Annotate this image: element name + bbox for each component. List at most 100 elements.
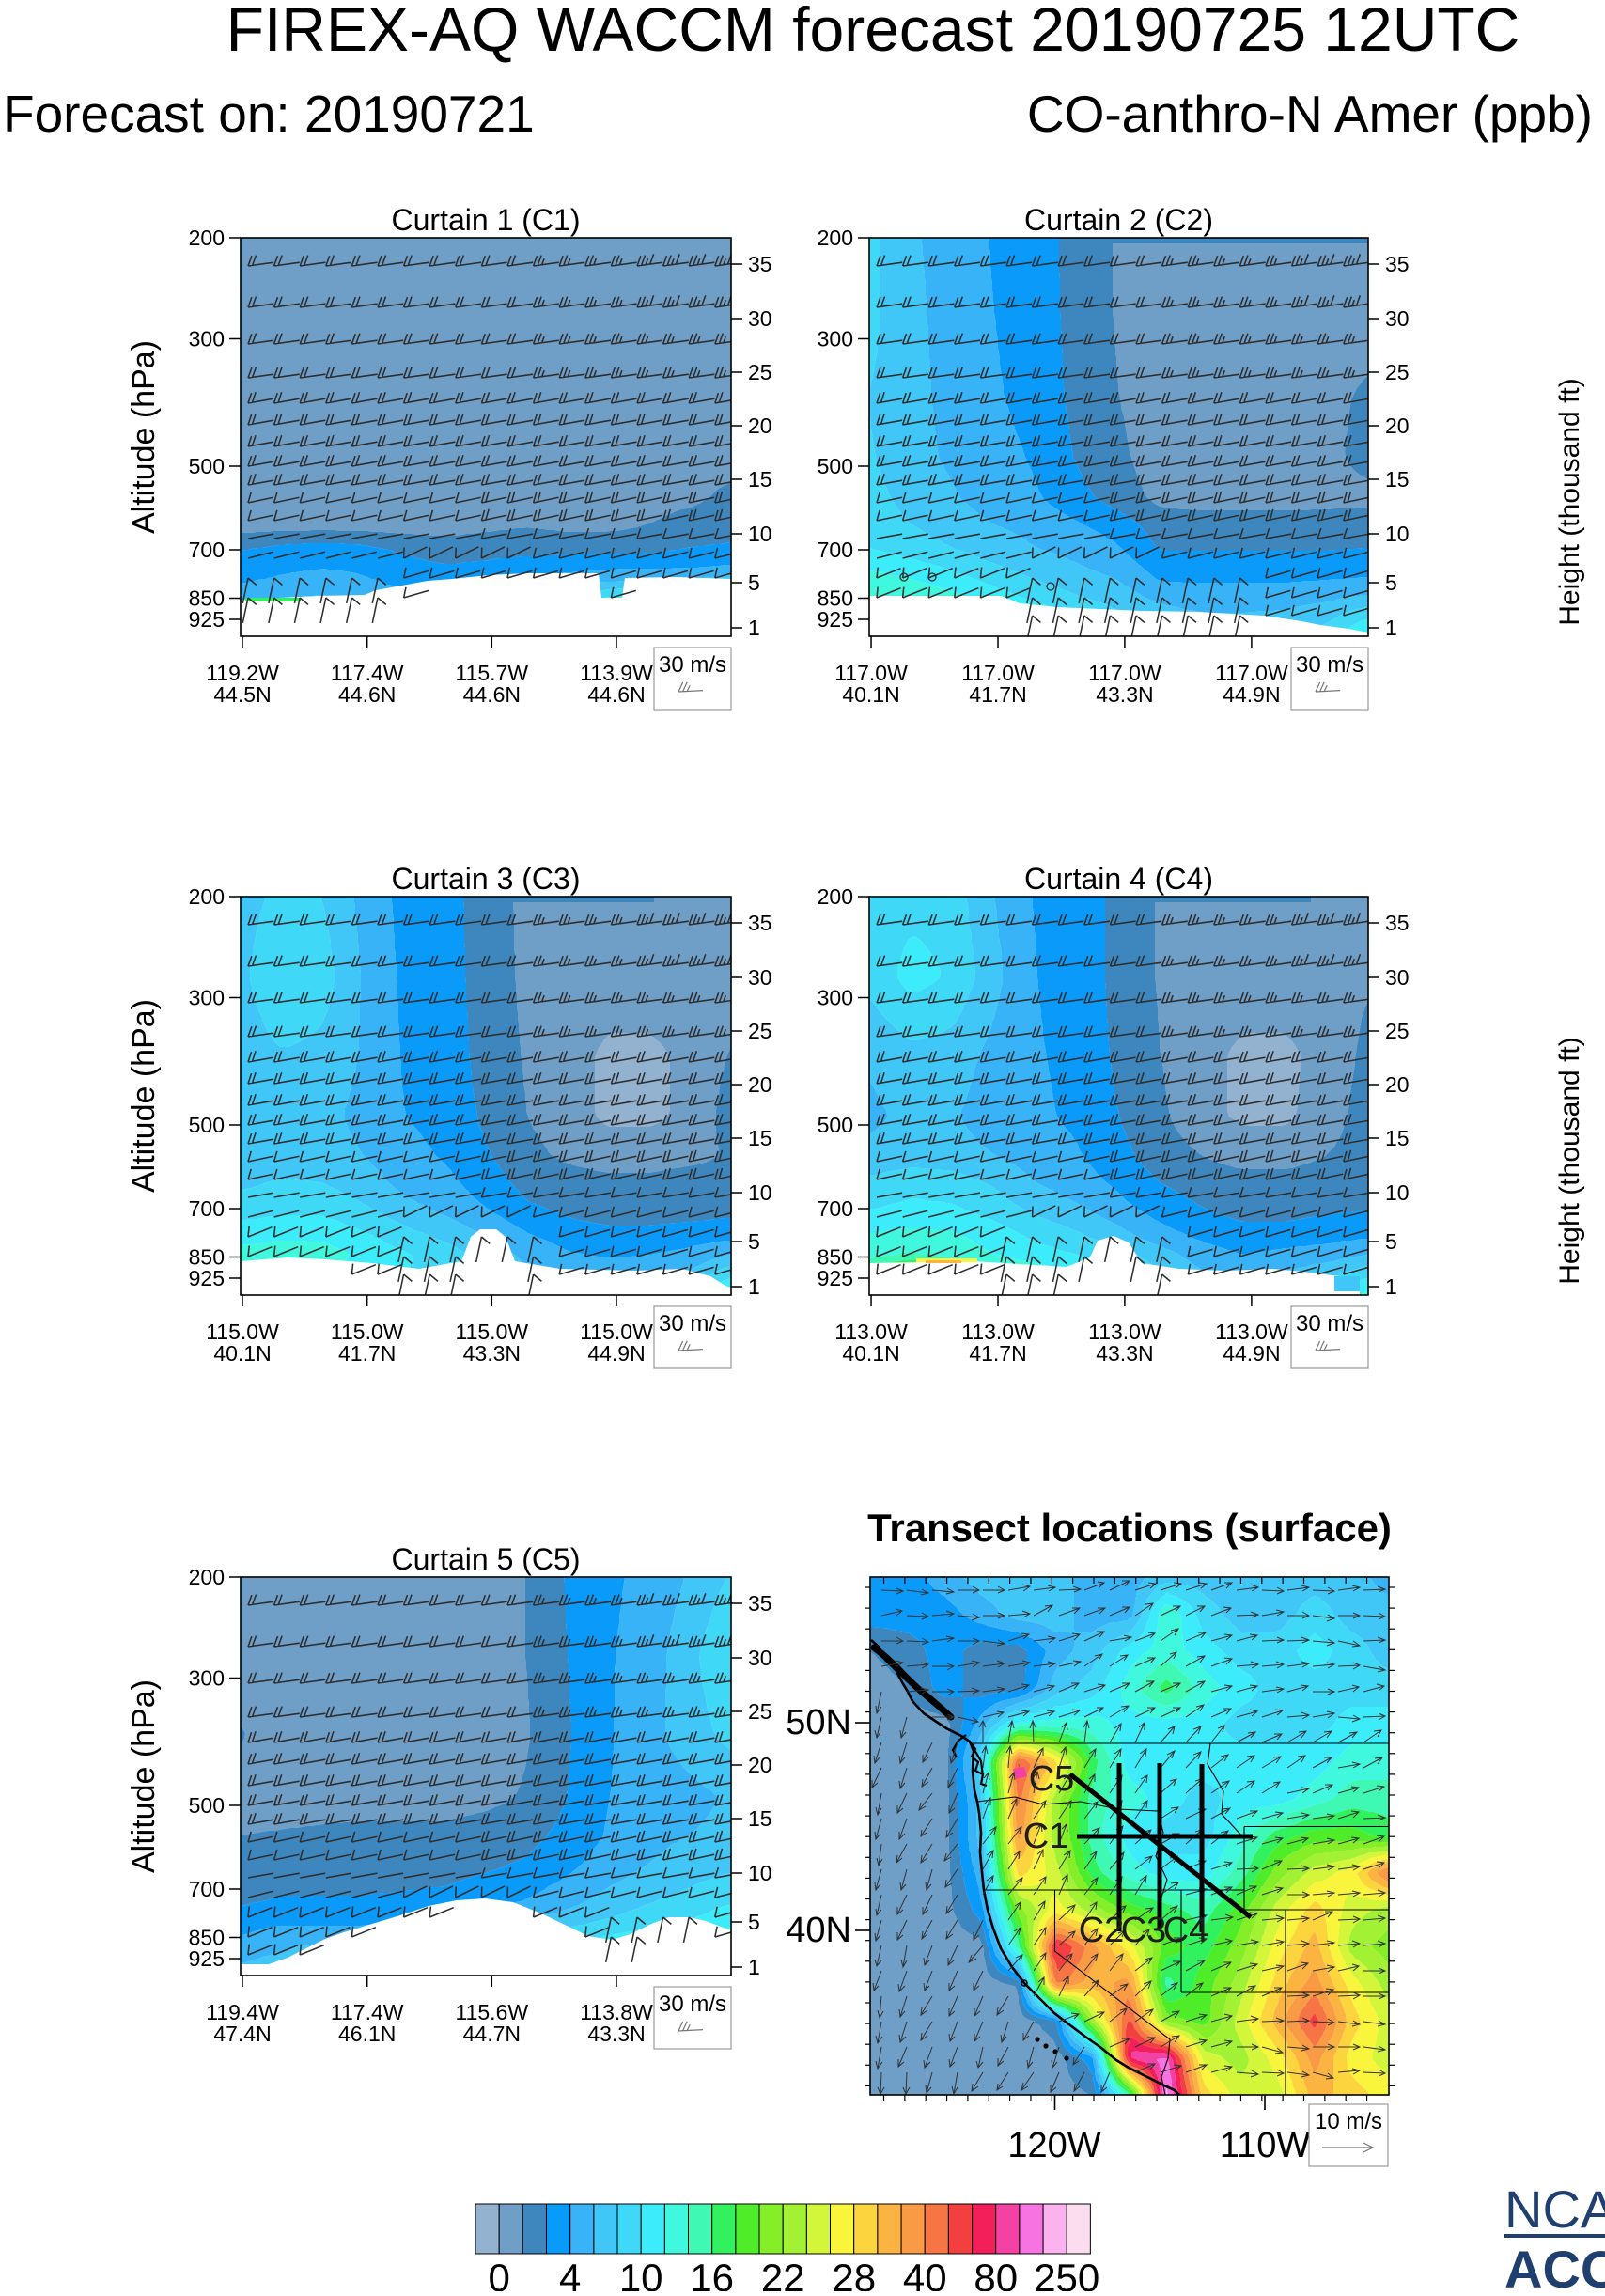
svg-text:44.6N: 44.6N [587, 682, 645, 707]
svg-text:10 m/s: 10 m/s [1315, 2109, 1382, 2134]
svg-text:40.1N: 40.1N [213, 1341, 271, 1366]
svg-text:115.6W: 115.6W [456, 2000, 529, 2024]
svg-text:30 m/s: 30 m/s [659, 652, 726, 678]
svg-text:925: 925 [189, 1266, 225, 1290]
svg-text:1: 1 [748, 616, 760, 640]
svg-text:41.7N: 41.7N [969, 1341, 1026, 1366]
svg-text:5: 5 [748, 570, 760, 595]
svg-text:10: 10 [619, 2256, 663, 2291]
svg-text:43.3N: 43.3N [587, 2022, 645, 2046]
svg-text:44.9N: 44.9N [1223, 682, 1280, 707]
svg-text:1: 1 [748, 1955, 760, 1979]
svg-text:Curtain 5 (C5): Curtain 5 (C5) [392, 1542, 581, 1576]
svg-text:50N: 50N [786, 1703, 851, 1742]
svg-text:500: 500 [189, 1113, 225, 1137]
svg-text:30: 30 [748, 965, 772, 990]
svg-text:30 m/s: 30 m/s [659, 1311, 726, 1336]
svg-text:C2: C2 [1079, 1911, 1125, 1950]
svg-text:41.7N: 41.7N [969, 682, 1026, 707]
svg-text:30: 30 [1385, 306, 1410, 331]
svg-text:44.9N: 44.9N [587, 1341, 645, 1366]
svg-text:10: 10 [748, 522, 772, 546]
svg-text:25: 25 [748, 1699, 772, 1724]
svg-text:43.3N: 43.3N [1096, 682, 1153, 707]
svg-text:0: 0 [488, 2256, 509, 2291]
svg-text:ACOM: ACOM [1504, 2240, 1605, 2291]
svg-text:700: 700 [189, 538, 225, 562]
svg-text:113.0W: 113.0W [834, 1320, 908, 1344]
svg-text:44.6N: 44.6N [463, 682, 521, 707]
svg-text:C3: C3 [1121, 1911, 1167, 1950]
svg-text:500: 500 [818, 1113, 853, 1137]
svg-text:115.0W: 115.0W [456, 1320, 529, 1344]
svg-text:5: 5 [1385, 1229, 1397, 1254]
svg-text:44.7N: 44.7N [463, 2022, 521, 2046]
svg-text:Curtain 3 (C3): Curtain 3 (C3) [392, 862, 581, 896]
svg-text:30: 30 [1385, 965, 1410, 990]
svg-text:5: 5 [748, 1910, 760, 1934]
svg-text:700: 700 [818, 538, 853, 562]
svg-text:5: 5 [1385, 570, 1397, 595]
svg-text:850: 850 [818, 1245, 853, 1270]
svg-text:110W: 110W [1220, 2126, 1311, 2165]
svg-text:Altitude (hPa): Altitude (hPa) [126, 1679, 162, 1873]
svg-text:C5: C5 [1029, 1759, 1075, 1799]
svg-text:40.1N: 40.1N [842, 1341, 899, 1366]
svg-text:80: 80 [974, 2256, 1018, 2291]
svg-text:40: 40 [903, 2256, 947, 2291]
svg-text:44.5N: 44.5N [213, 682, 271, 707]
svg-text:200: 200 [818, 884, 853, 909]
svg-text:4: 4 [559, 2256, 581, 2291]
svg-text:300: 300 [189, 327, 225, 351]
svg-text:200: 200 [189, 226, 225, 250]
svg-text:1: 1 [1385, 616, 1397, 640]
svg-text:35: 35 [1385, 911, 1410, 935]
svg-text:Curtain 2 (C2): Curtain 2 (C2) [1024, 203, 1213, 237]
svg-text:46.1N: 46.1N [338, 2022, 396, 2046]
svg-text:NCAR: NCAR [1504, 2179, 1605, 2239]
svg-text:200: 200 [818, 226, 853, 250]
svg-text:20: 20 [1385, 414, 1410, 438]
svg-text:Height (thousand ft): Height (thousand ft) [1554, 1037, 1585, 1284]
svg-text:500: 500 [818, 454, 853, 478]
svg-text:117.4W: 117.4W [331, 661, 404, 685]
svg-text:25: 25 [748, 1019, 772, 1043]
svg-text:700: 700 [189, 1196, 225, 1221]
svg-text:15: 15 [748, 467, 772, 492]
svg-text:117.0W: 117.0W [961, 661, 1035, 685]
svg-text:Height (thousand ft): Height (thousand ft) [1554, 378, 1585, 625]
svg-text:925: 925 [818, 607, 853, 632]
svg-text:Curtain 4 (C4): Curtain 4 (C4) [1024, 862, 1213, 896]
svg-text:Altitude (hPa): Altitude (hPa) [126, 999, 162, 1193]
svg-text:CO-anthro-N Amer (ppb): CO-anthro-N Amer (ppb) [1027, 85, 1593, 143]
svg-text:Altitude (hPa): Altitude (hPa) [126, 340, 162, 534]
svg-text:20: 20 [748, 1072, 772, 1097]
svg-text:30: 30 [748, 1646, 772, 1670]
svg-text:300: 300 [818, 986, 853, 1010]
svg-text:25: 25 [748, 360, 772, 384]
svg-text:43.3N: 43.3N [1096, 1341, 1153, 1366]
svg-text:16: 16 [690, 2256, 734, 2291]
svg-text:850: 850 [189, 586, 225, 611]
svg-text:1: 1 [748, 1274, 760, 1299]
svg-text:40.1N: 40.1N [842, 682, 899, 707]
svg-text:120W: 120W [1007, 2126, 1100, 2165]
svg-text:850: 850 [818, 586, 853, 611]
svg-text:35: 35 [748, 252, 772, 276]
svg-text:15: 15 [1385, 467, 1410, 492]
svg-text:10: 10 [748, 1861, 772, 1885]
svg-text:41.7N: 41.7N [338, 1341, 396, 1366]
svg-text:10: 10 [1385, 1180, 1410, 1205]
svg-text:119.2W: 119.2W [206, 661, 279, 685]
svg-text:117.0W: 117.0W [1215, 661, 1288, 685]
svg-text:5: 5 [748, 1229, 760, 1254]
svg-text:15: 15 [748, 1806, 772, 1831]
svg-text:20: 20 [1385, 1072, 1410, 1097]
svg-text:113.0W: 113.0W [1088, 1320, 1161, 1344]
svg-text:30 m/s: 30 m/s [1296, 652, 1363, 678]
svg-text:300: 300 [189, 1666, 225, 1691]
svg-text:C4: C4 [1163, 1911, 1209, 1950]
svg-text:FIREX-AQ WACCM forecast 201907: FIREX-AQ WACCM forecast 20190725 12UTC [226, 0, 1520, 64]
svg-text:200: 200 [189, 884, 225, 909]
svg-text:22: 22 [761, 2256, 805, 2291]
